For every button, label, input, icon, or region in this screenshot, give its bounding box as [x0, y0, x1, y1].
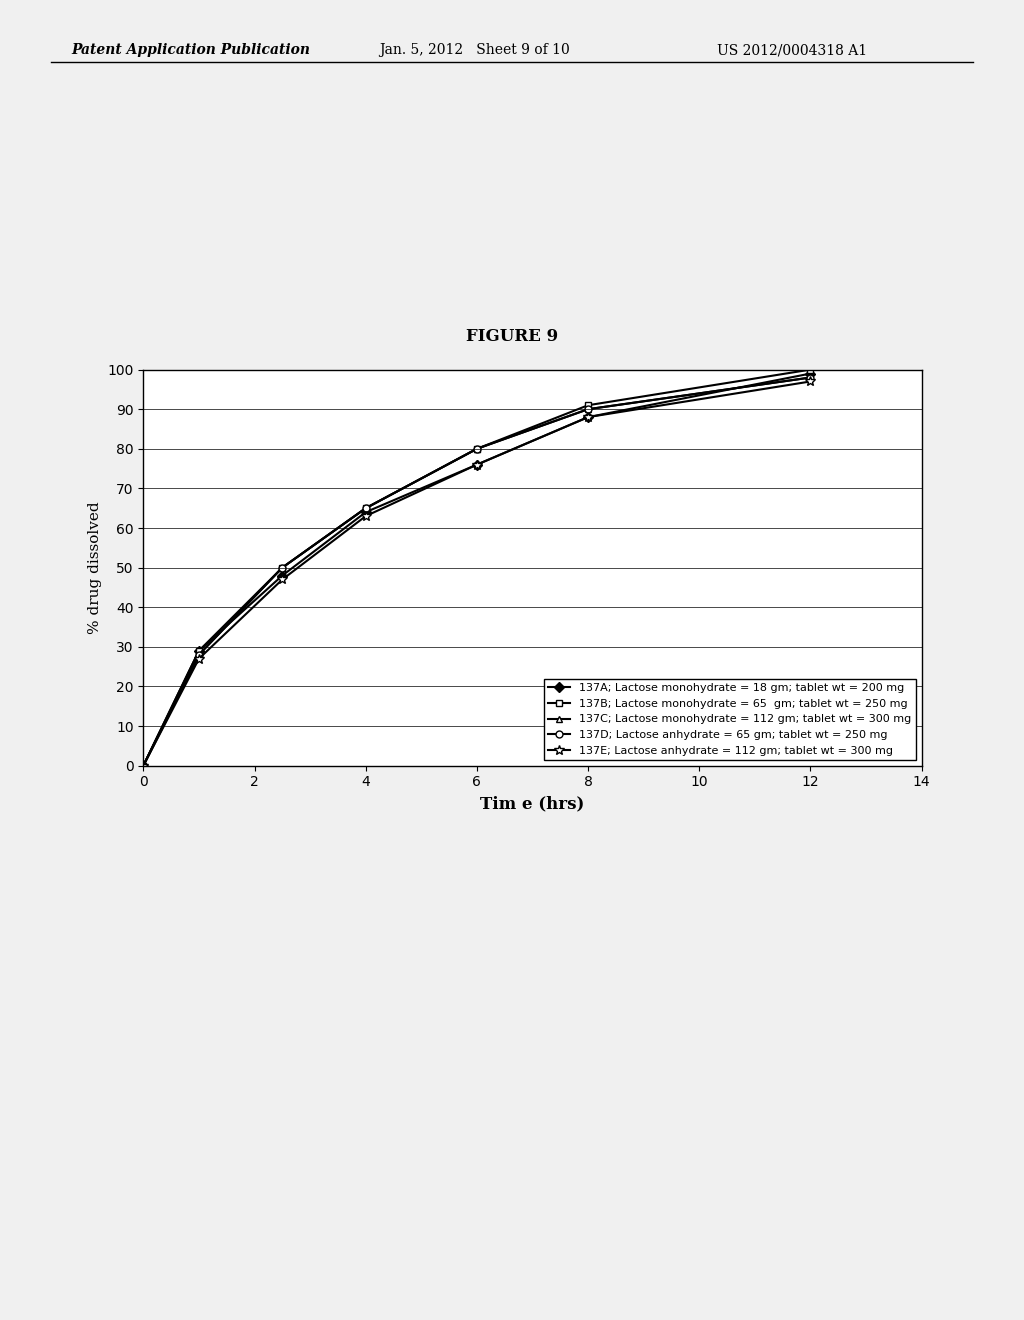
137B; Lactose monohydrate = 65  gm; tablet wt = 250 mg — [193, 643, 205, 659]
137D; Lactose anhydrate = 65 gm; tablet wt = 250 mg — [582, 401, 594, 417]
X-axis label: Tim e (hrs): Tim e (hrs) — [480, 795, 585, 812]
137D; Lactose anhydrate = 65 gm; tablet wt = 250 mg — [137, 758, 150, 774]
137C; Lactose monohydrate = 112 gm; tablet wt = 300 mg — [193, 647, 205, 663]
Line: 137B; Lactose monohydrate = 65  gm; tablet wt = 250 mg: 137B; Lactose monohydrate = 65 gm; table… — [140, 366, 814, 770]
137A; Lactose monohydrate = 18 gm; tablet wt = 200 mg — [471, 457, 483, 473]
137D; Lactose anhydrate = 65 gm; tablet wt = 250 mg — [193, 647, 205, 663]
137E; Lactose anhydrate = 112 gm; tablet wt = 300 mg — [137, 758, 150, 774]
Line: 137C; Lactose monohydrate = 112 gm; tablet wt = 300 mg: 137C; Lactose monohydrate = 112 gm; tabl… — [140, 374, 814, 770]
137B; Lactose monohydrate = 65  gm; tablet wt = 250 mg — [359, 500, 372, 516]
137D; Lactose anhydrate = 65 gm; tablet wt = 250 mg — [804, 370, 816, 385]
137B; Lactose monohydrate = 65  gm; tablet wt = 250 mg — [276, 560, 289, 576]
Text: Jan. 5, 2012   Sheet 9 of 10: Jan. 5, 2012 Sheet 9 of 10 — [379, 44, 569, 57]
137D; Lactose anhydrate = 65 gm; tablet wt = 250 mg — [359, 500, 372, 516]
137C; Lactose monohydrate = 112 gm; tablet wt = 300 mg — [359, 500, 372, 516]
137C; Lactose monohydrate = 112 gm; tablet wt = 300 mg — [582, 401, 594, 417]
137A; Lactose monohydrate = 18 gm; tablet wt = 200 mg — [804, 366, 816, 381]
137E; Lactose anhydrate = 112 gm; tablet wt = 300 mg — [276, 572, 289, 587]
137A; Lactose monohydrate = 18 gm; tablet wt = 200 mg — [193, 643, 205, 659]
137B; Lactose monohydrate = 65  gm; tablet wt = 250 mg — [471, 441, 483, 457]
137E; Lactose anhydrate = 112 gm; tablet wt = 300 mg — [804, 374, 816, 389]
137B; Lactose monohydrate = 65  gm; tablet wt = 250 mg — [137, 758, 150, 774]
137D; Lactose anhydrate = 65 gm; tablet wt = 250 mg — [276, 560, 289, 576]
137E; Lactose anhydrate = 112 gm; tablet wt = 300 mg — [582, 409, 594, 425]
137E; Lactose anhydrate = 112 gm; tablet wt = 300 mg — [193, 651, 205, 667]
Line: 137E; Lactose anhydrate = 112 gm; tablet wt = 300 mg: 137E; Lactose anhydrate = 112 gm; tablet… — [138, 376, 815, 771]
137A; Lactose monohydrate = 18 gm; tablet wt = 200 mg — [582, 409, 594, 425]
137E; Lactose anhydrate = 112 gm; tablet wt = 300 mg — [359, 508, 372, 524]
Y-axis label: % drug dissolved: % drug dissolved — [88, 502, 101, 634]
137A; Lactose monohydrate = 18 gm; tablet wt = 200 mg — [137, 758, 150, 774]
137C; Lactose monohydrate = 112 gm; tablet wt = 300 mg — [137, 758, 150, 774]
137C; Lactose monohydrate = 112 gm; tablet wt = 300 mg — [804, 370, 816, 385]
137E; Lactose anhydrate = 112 gm; tablet wt = 300 mg — [471, 457, 483, 473]
137A; Lactose monohydrate = 18 gm; tablet wt = 200 mg — [359, 504, 372, 520]
Text: Patent Application Publication: Patent Application Publication — [72, 44, 310, 57]
Line: 137D; Lactose anhydrate = 65 gm; tablet wt = 250 mg: 137D; Lactose anhydrate = 65 gm; tablet … — [140, 374, 814, 770]
137A; Lactose monohydrate = 18 gm; tablet wt = 200 mg — [276, 568, 289, 583]
Line: 137A; Lactose monohydrate = 18 gm; tablet wt = 200 mg: 137A; Lactose monohydrate = 18 gm; table… — [140, 370, 814, 770]
Text: FIGURE 9: FIGURE 9 — [466, 329, 558, 345]
137C; Lactose monohydrate = 112 gm; tablet wt = 300 mg — [276, 560, 289, 576]
Legend: 137A; Lactose monohydrate = 18 gm; tablet wt = 200 mg, 137B; Lactose monohydrate: 137A; Lactose monohydrate = 18 gm; table… — [544, 678, 916, 760]
Text: US 2012/0004318 A1: US 2012/0004318 A1 — [717, 44, 867, 57]
137B; Lactose monohydrate = 65  gm; tablet wt = 250 mg — [582, 397, 594, 413]
137D; Lactose anhydrate = 65 gm; tablet wt = 250 mg — [471, 441, 483, 457]
137C; Lactose monohydrate = 112 gm; tablet wt = 300 mg — [471, 441, 483, 457]
137B; Lactose monohydrate = 65  gm; tablet wt = 250 mg — [804, 362, 816, 378]
